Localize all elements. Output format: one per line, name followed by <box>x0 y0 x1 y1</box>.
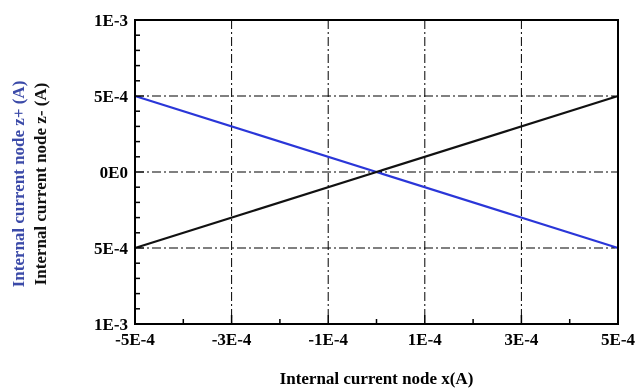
x-tick-label: -5E-4 <box>115 330 155 349</box>
x-tick-label: -1E-4 <box>308 330 348 349</box>
x-tick-label: 3E-4 <box>504 330 539 349</box>
y-axis-title-secondary: Internal current node z- (A) <box>31 83 50 286</box>
y-tick-label: 1E-3 <box>94 11 128 30</box>
x-tick-label: -3E-4 <box>212 330 252 349</box>
y-tick-label: 5E-4 <box>94 87 129 106</box>
y-tick-label: 0E0 <box>100 163 128 182</box>
tick-labels: -5E-4 -3E-4 -1E-4 1E-4 3E-4 5E-4 1E-3 5E-4 0E0 5E… <box>94 11 636 349</box>
x-axis-title: Internal current node x(A) <box>280 369 474 388</box>
y-axis-title-primary: Internal current node z+ (A) <box>9 81 28 288</box>
y-tick-label: 1E-3 <box>94 315 128 334</box>
axis-ticks <box>134 19 619 325</box>
x-tick-label: 1E-4 <box>408 330 443 349</box>
series-line <box>134 94 619 250</box>
series-lines <box>134 94 619 250</box>
y-tick-label: 5E-4 <box>94 239 129 258</box>
x-tick-label: 5E-4 <box>601 330 636 349</box>
